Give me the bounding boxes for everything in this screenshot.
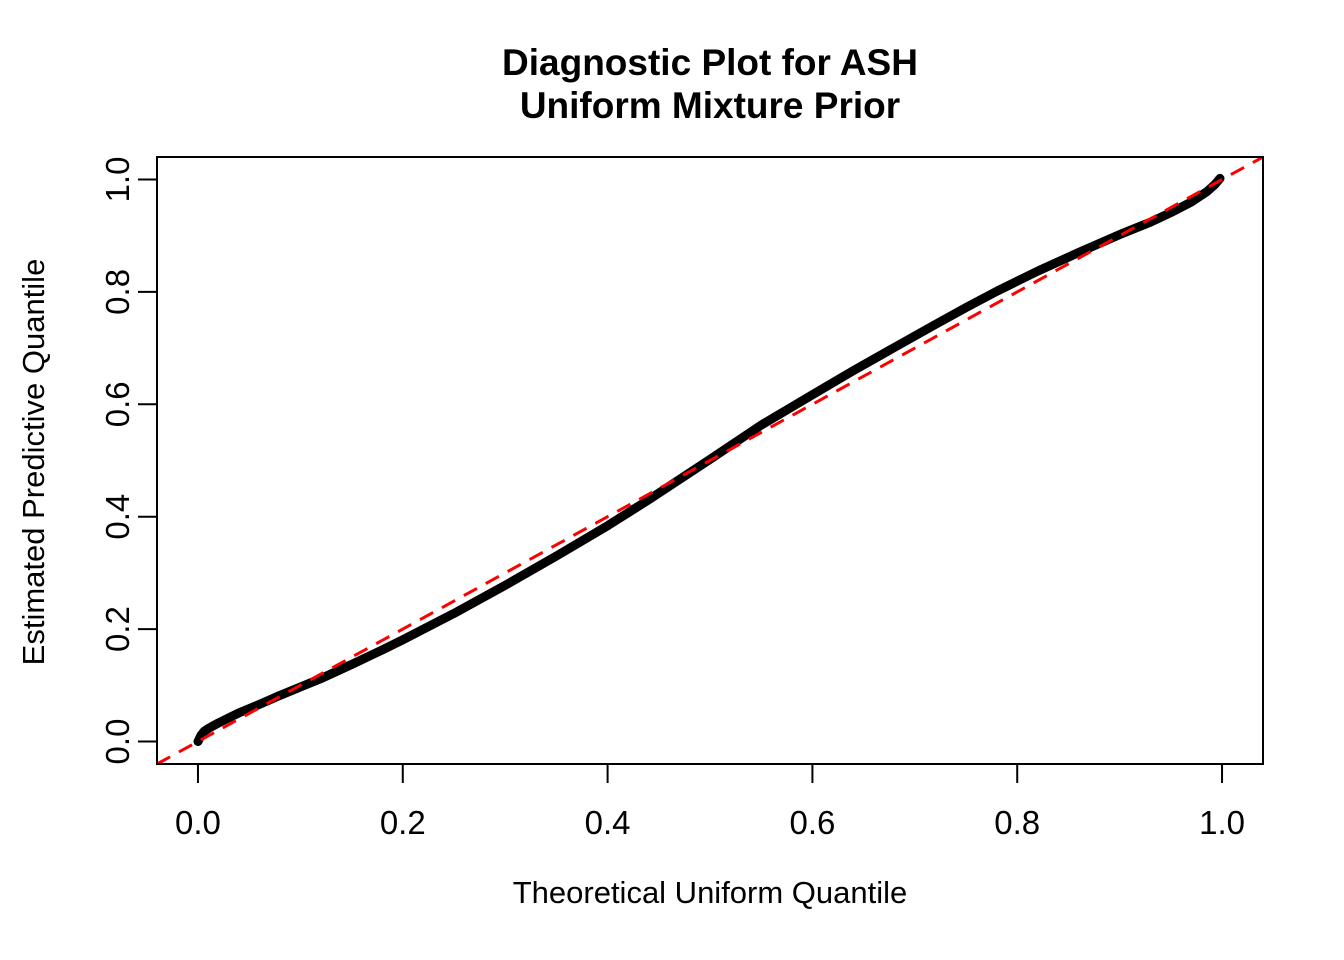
y-axis-tick-label: 0.0 [99,719,136,765]
y-axis-tick-label: 0.2 [99,606,136,652]
x-axis-tick-label: 0.2 [380,804,426,841]
x-axis-tick-label: 1.0 [1199,804,1245,841]
x-axis-tick-label: 0.8 [994,804,1040,841]
y-axis-tick-label: 1.0 [99,157,136,203]
plot-title-line1: Diagnostic Plot for ASH [502,42,918,83]
y-axis-tick-label: 0.4 [99,494,136,540]
y-axis-title: Estimated Predictive Quantile [16,258,51,666]
y-axis-tick-label: 0.8 [99,269,136,315]
x-axis-tick-label: 0.0 [175,804,221,841]
x-axis-tick-label: 0.4 [585,804,631,841]
plot-title-line2: Uniform Mixture Prior [519,85,901,126]
x-axis-tick-label: 0.6 [789,804,835,841]
y-axis-tick-label: 0.6 [99,381,136,427]
reference-line [156,155,1264,766]
plot-border [156,156,1264,765]
qq-curve [193,173,1225,746]
plot-title: Diagnostic Plot for ASH Uniform Mixture … [157,41,1263,127]
x-axis-title: Theoretical Uniform Quantile [512,875,908,910]
